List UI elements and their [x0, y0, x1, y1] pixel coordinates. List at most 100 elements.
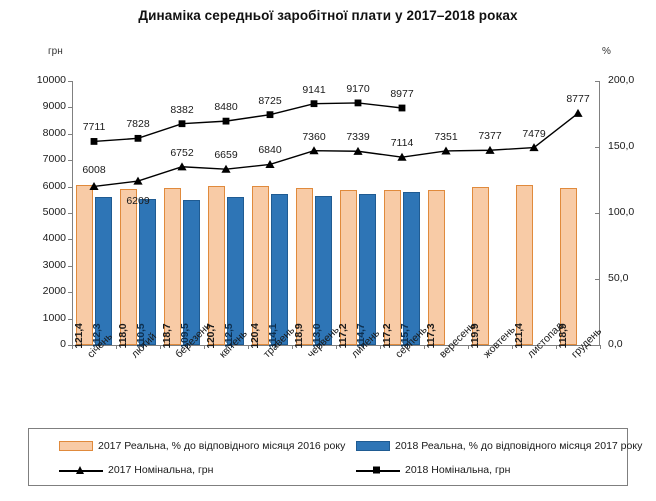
line-marker-square[interactable] — [178, 120, 186, 128]
bar-2017-травень[interactable]: 120,4 — [249, 186, 270, 349]
bar-2018-червень[interactable]: 113,0 — [311, 195, 332, 348]
x-tick — [248, 345, 249, 349]
bar-2017-листопад[interactable]: 121,4 — [512, 184, 534, 349]
line-value-label: 8480 — [214, 101, 238, 114]
bar-value-label: 118,0 — [116, 323, 129, 349]
x-tick — [556, 345, 557, 349]
y-tick-label-left: 9000 — [42, 100, 66, 113]
right-axis-unit: % — [602, 46, 611, 57]
line-value-label: 6752 — [170, 146, 194, 159]
bar-2017-березень[interactable]: 118,7 — [161, 188, 182, 348]
x-tick — [512, 345, 513, 349]
line-marker-triangle[interactable] — [573, 108, 583, 117]
line-marker-triangle[interactable] — [133, 176, 143, 185]
line-value-label: 9141 — [302, 83, 326, 96]
line-value-label: 8777 — [566, 93, 590, 106]
line-value-label: 6840 — [258, 144, 282, 157]
y-tick-label-left: 2000 — [42, 285, 66, 298]
line-marker-square[interactable] — [354, 99, 362, 107]
line-path — [93, 112, 579, 188]
y-tick-label-left: 8000 — [42, 126, 66, 139]
y-tick-label-left: 7000 — [42, 153, 66, 166]
bar-2018-липень[interactable]: 114,7 — [355, 193, 376, 348]
bar-2017-червень[interactable]: 118,9 — [293, 188, 314, 348]
x-tick — [160, 345, 161, 349]
y-tick-left — [68, 107, 72, 109]
line-value-label: 8382 — [170, 103, 194, 116]
y-tick-left — [68, 186, 72, 188]
y-tick-right — [595, 279, 599, 280]
x-tick — [380, 345, 381, 349]
line-marker-triangle[interactable] — [485, 145, 495, 154]
legend-item-line2017[interactable]: 2017 Номінальна, грн — [59, 464, 213, 476]
line-marker-square[interactable] — [90, 138, 98, 145]
line-value-label: 7351 — [434, 130, 458, 143]
line-marker-triangle[interactable] — [221, 164, 231, 173]
y-tick-label-right: 200,0 — [608, 74, 635, 86]
y-tick-label-left: 5000 — [42, 206, 66, 218]
y-tick-label-left: 0 — [60, 338, 66, 350]
line-marker-square[interactable] — [134, 134, 142, 142]
line-value-label: 9170 — [346, 82, 370, 95]
line-marker-triangle[interactable] — [397, 152, 407, 161]
line-marker-square[interactable] — [222, 117, 230, 125]
chart-title: Динаміка середньої заробітної плати у 20… — [138, 8, 518, 23]
chart-legend: 2017 Реальна, % до відповідного місяця 2… — [28, 428, 642, 486]
line-marker-triangle[interactable] — [353, 146, 363, 155]
bar-2018-серпень[interactable]: 115,7 — [399, 192, 420, 348]
bar-2017-серпень[interactable]: 117,2 — [381, 190, 402, 348]
y-tick-label-right: 50,0 — [608, 272, 629, 284]
y-tick-label-left: 3000 — [42, 258, 66, 271]
bar-value-label: 121,4 — [512, 323, 525, 349]
y-axis-left — [72, 81, 73, 346]
y-tick-left — [68, 213, 72, 214]
bar-2018-березень[interactable]: 109,5 — [179, 200, 200, 349]
bar-2017-липень[interactable]: 117,2 — [337, 190, 358, 348]
y-tick-left — [68, 265, 72, 267]
x-tick — [116, 345, 117, 349]
line-marker-triangle[interactable] — [529, 143, 539, 152]
line-value-label: 7377 — [478, 130, 502, 143]
legend-item-line2018[interactable]: 2018 Номінальна, грн — [356, 464, 510, 476]
bar-2018-травень[interactable]: 114,1 — [267, 194, 288, 348]
x-tick — [204, 345, 205, 349]
legend-line-icon — [356, 465, 400, 475]
y-tick-left — [68, 160, 72, 162]
legend-item-bars2018[interactable]: 2018 Реальна, % до відповідного місяця 2… — [356, 440, 642, 452]
left-axis-unit: грн — [48, 46, 63, 57]
bar-2018-квітень[interactable]: 112,5 — [223, 196, 244, 348]
line-marker-triangle[interactable] — [309, 146, 319, 155]
legend-label: 2017 Номінальна, грн — [108, 464, 214, 476]
line-marker-triangle[interactable] — [265, 160, 275, 169]
line-marker-square[interactable] — [310, 100, 318, 108]
x-tick — [72, 345, 73, 349]
bar-2018-січень[interactable]: 112,3 — [91, 196, 112, 348]
bar-2017-грудень[interactable]: 118,9 — [557, 188, 578, 348]
y-tick-left — [68, 345, 72, 346]
x-tick — [468, 345, 469, 349]
bar-value-label: 118,7 — [160, 323, 173, 349]
y-tick-left — [68, 318, 72, 320]
triangle-marker-icon — [76, 466, 84, 474]
bar-2017-лютий[interactable]: 118,0 — [117, 189, 138, 348]
line-marker-square[interactable] — [398, 104, 406, 112]
bar-value-label: 117,3 — [424, 323, 437, 349]
legend-item-bars2017[interactable]: 2017 Реальна, % до відповідного місяця 2… — [59, 440, 345, 452]
line-marker-square[interactable] — [266, 111, 274, 119]
x-tick — [292, 345, 293, 349]
line-marker-triangle[interactable] — [177, 162, 187, 171]
bar-value-label: 117,2 — [336, 323, 349, 349]
bar-2017-січень[interactable]: 121,4 — [72, 184, 94, 349]
bar-2018-лютий[interactable]: 110,5 — [135, 199, 156, 348]
line-value-label: 7828 — [126, 118, 150, 131]
line-marker-triangle[interactable] — [441, 146, 451, 155]
bar-2017-вересень[interactable]: 117,3 — [425, 190, 446, 348]
y-tick-label-right: 100,0 — [608, 206, 635, 218]
bar-value-label: 121,4 — [72, 323, 85, 349]
y-tick-left — [68, 81, 72, 82]
bar-2017-квітень[interactable]: 120,7 — [205, 185, 226, 349]
bar-2017-жовтень[interactable]: 119,9 — [469, 186, 490, 348]
line-value-label: 6659 — [214, 149, 238, 162]
legend-label: 2018 Реальна, % до відповідного місяця 2… — [395, 440, 643, 452]
